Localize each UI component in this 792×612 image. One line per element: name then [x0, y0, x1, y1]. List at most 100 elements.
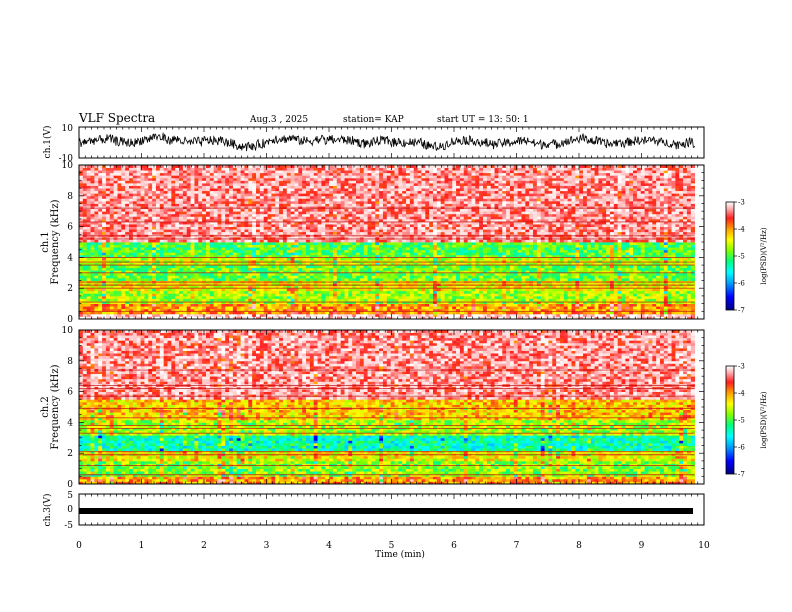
- spectrogram-cell: [617, 288, 622, 292]
- spectrogram-cell: [205, 298, 211, 302]
- spectrogram-cell: [248, 270, 253, 274]
- spectrogram-cell: [375, 272, 380, 276]
- spectrogram-cell: [336, 257, 342, 261]
- spectrogram-cell: [471, 285, 476, 289]
- spectrogram-cell: [629, 277, 634, 281]
- spectrogram-cell: [490, 285, 495, 289]
- spectrogram-cell: [263, 247, 268, 251]
- spectrogram-cell: [490, 252, 495, 256]
- spectrogram-cell: [82, 272, 88, 276]
- spectrogram-cell: [290, 295, 295, 299]
- spectrogram-cell: [640, 298, 646, 302]
- spectrogram-cell: [271, 308, 276, 312]
- spectrogram-cell: [459, 244, 465, 248]
- spectrogram-cell: [313, 283, 318, 287]
- spectrogram-cell: [367, 244, 372, 248]
- spectrogram-cell: [436, 272, 442, 276]
- spectrogram-cell: [90, 308, 95, 312]
- spectrogram-cell: [675, 313, 680, 317]
- spectrogram-cell: [221, 301, 226, 304]
- spectrogram-cell: [332, 306, 338, 310]
- spectrogram-cell: [144, 262, 149, 266]
- spectrogram-cell: [556, 303, 561, 307]
- spectrogram-cell: [440, 249, 445, 253]
- spectrogram-cell: [356, 249, 361, 253]
- spectrogram-cell: [648, 283, 653, 287]
- spectrogram-cell: [382, 254, 388, 258]
- spectrogram-cell: [644, 270, 649, 274]
- spectrogram-cell: [255, 249, 261, 253]
- spectrogram-cell: [148, 270, 153, 274]
- spectrogram-cell: [205, 295, 211, 299]
- spectrogram-cell: [679, 303, 684, 307]
- spectrogram-cell: [236, 298, 241, 302]
- spectrogram-cell: [340, 247, 345, 251]
- spectrogram-cell: [444, 242, 449, 245]
- spectrogram-cell: [444, 272, 449, 276]
- spectrogram-cell: [352, 311, 357, 315]
- spectrogram-cell: [586, 275, 592, 279]
- spectrogram-cell: [486, 265, 492, 269]
- spectrogram-cell: [90, 298, 95, 302]
- spectrogram-cell: [371, 290, 376, 294]
- spectrogram-cell: [236, 272, 241, 276]
- spectrogram-cell: [552, 267, 557, 271]
- spectrogram-cell: [521, 257, 526, 261]
- spectrogram-cell: [540, 267, 545, 271]
- spectrogram-cell: [394, 242, 399, 245]
- spectrogram-cell: [336, 242, 342, 245]
- spectrogram-cell: [286, 272, 292, 276]
- spectrogram-cell: [552, 298, 557, 302]
- spectrogram-cell: [271, 252, 276, 256]
- spectrogram-cell: [159, 285, 165, 289]
- spectrogram-cell: [117, 311, 122, 315]
- spectrogram-cell: [82, 252, 88, 256]
- spectrogram-cell: [502, 259, 507, 263]
- spectrogram-cell: [336, 272, 342, 276]
- spectrogram-cell: [140, 267, 145, 271]
- spectrogram-cell: [552, 249, 557, 253]
- spectrogram-cell: [452, 259, 457, 263]
- spectrogram-cell: [525, 244, 530, 248]
- spectrogram-cell: [271, 267, 276, 271]
- spectrogram-cell: [467, 270, 472, 274]
- spectrogram-cell: [648, 290, 653, 294]
- spectrogram-cell: [436, 249, 442, 253]
- spectrogram-cell: [502, 288, 507, 292]
- spectrogram-cell: [679, 283, 684, 287]
- spectrogram-cell: [205, 303, 211, 307]
- spectrogram-cell: [171, 283, 176, 287]
- spectrogram-cell: [298, 247, 303, 251]
- spectrogram-cell: [663, 295, 669, 299]
- spectrogram-cell: [633, 259, 638, 263]
- spectrogram-cell: [544, 259, 549, 263]
- spectrogram-cell: [282, 308, 288, 312]
- spectrogram-cell: [463, 316, 469, 319]
- spectrogram-cell: [463, 290, 469, 294]
- spectrogram-cell: [398, 267, 403, 271]
- spectrogram-cell: [598, 265, 603, 269]
- spectrogram-cell: [506, 265, 511, 269]
- spectrogram-cell: [282, 272, 288, 276]
- spectrogram-cell: [279, 265, 284, 269]
- spectrogram-cell: [325, 283, 330, 287]
- spectrogram-cell: [236, 283, 241, 287]
- spectrogram-cell: [352, 242, 357, 245]
- spectrogram-cell: [340, 242, 345, 245]
- spectrogram-cell: [602, 247, 607, 251]
- spectrogram-cell: [359, 272, 365, 276]
- spectrogram-cell: [186, 257, 191, 261]
- spectrogram-cell: [129, 275, 134, 279]
- spectrogram-cell: [113, 311, 118, 315]
- spectrogram-cell: [190, 303, 195, 307]
- spectrogram-cell: [448, 242, 453, 245]
- spectrogram-cell: [640, 306, 646, 310]
- spectrogram-cell: [313, 247, 318, 251]
- spectrogram-cell: [198, 265, 203, 269]
- spectrogram-cell: [652, 277, 657, 281]
- spectrogram-cell: [613, 293, 619, 297]
- spectrogram-cell: [367, 247, 372, 251]
- spectrogram-cell: [117, 283, 122, 287]
- spectrogram-cell: [629, 257, 634, 261]
- spectrogram-cell: [259, 252, 265, 256]
